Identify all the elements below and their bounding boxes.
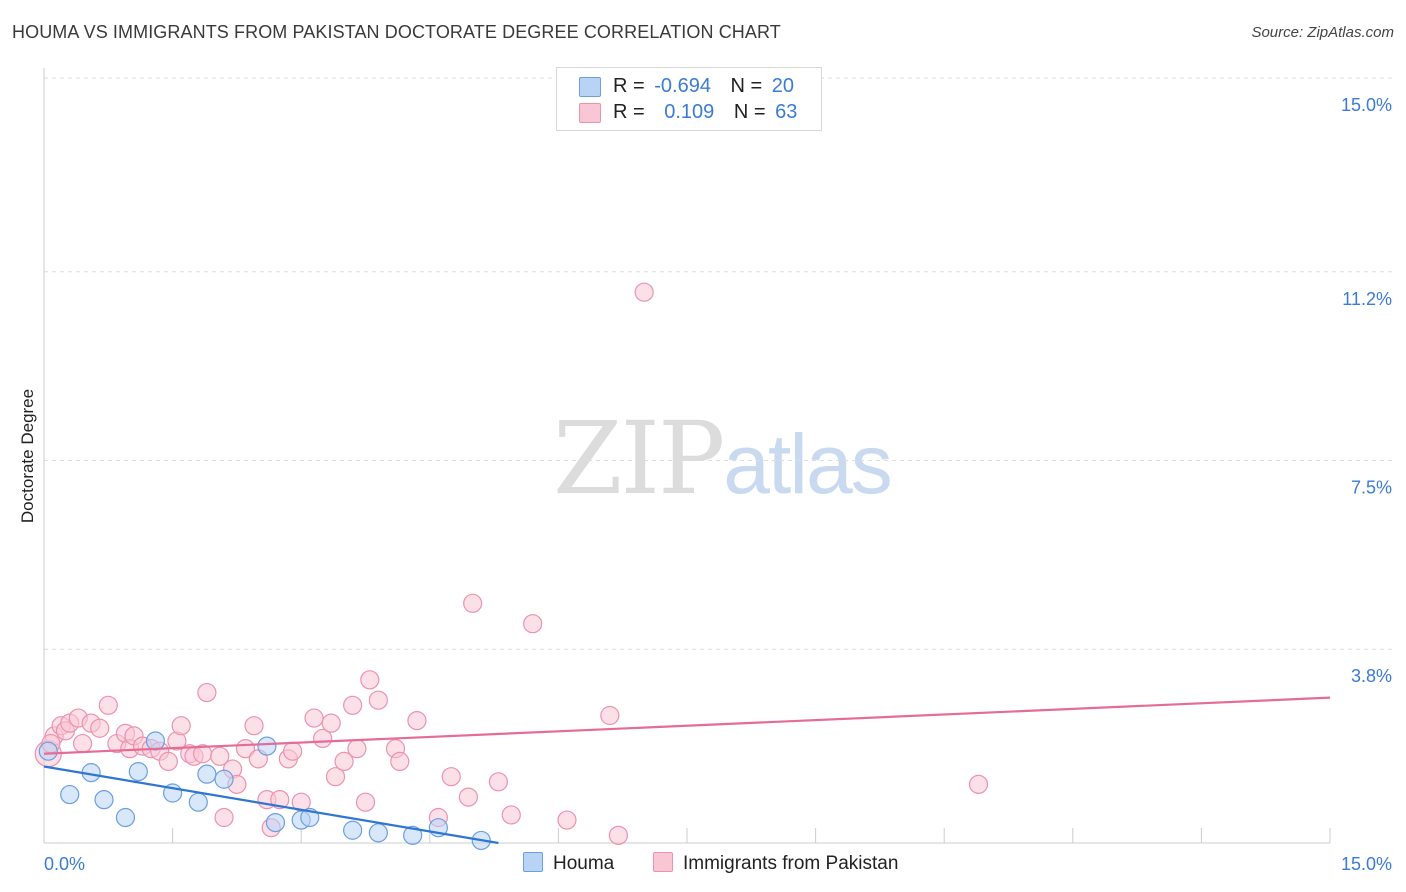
houma-point [188,792,208,812]
grid-layer [44,77,1392,650]
chart-title: HOUMA VS IMMIGRANTS FROM PAKISTAN DOCTOR… [12,22,781,42]
houma-point [403,825,423,845]
legend-item-pakistan: Immigrants from Pakistan [653,852,898,875]
legend-houma-swatch [523,852,543,872]
houma-point [214,769,234,789]
pakistan-point [90,718,110,738]
houma-r-label: R = [613,75,645,97]
pakistan-point [368,690,388,710]
houma-swatch [579,77,601,97]
houma-point [145,731,166,751]
pakistan-point [304,708,324,728]
pakistan-point [458,787,478,807]
y-tick-label: 3.8% [1351,666,1392,686]
x-tick-label-max: 15.0% [1341,854,1392,874]
pakistan-n-label: N = [733,101,766,123]
pakistan-r-label: R = [613,101,645,123]
pakistan-swatch [579,103,601,123]
houma-point [257,736,277,756]
legend-pakistan-text: R = 0.109 N = 63 [613,101,797,124]
pakistan-point [210,746,230,766]
houma-n-value: 20 [771,75,795,97]
pakistan-points [34,282,989,845]
pakistan-point [321,713,341,733]
houma-point [94,790,114,810]
pakistan-point [98,695,118,715]
pakistan-point [360,670,380,690]
pakistan-point [347,739,367,759]
pakistan-point [390,751,410,772]
pakistan-point [244,716,264,736]
source-credit: Source: ZipAtlas.com [1251,24,1394,41]
pakistan-point [557,810,577,830]
correlation-legend: R = -0.694 N = 20 R = 0.109 N = 63 [556,67,822,131]
legend-houma-label: Houma [553,853,615,874]
pakistan-r-value: 0.109 [664,101,715,123]
y-tick-label: 7.5% [1351,478,1392,498]
trend-layer [43,696,1331,845]
pakistan-point [72,733,93,754]
pakistan-point [270,790,290,810]
houma-point [60,784,80,805]
pakistan-n-value: 63 [775,101,798,123]
houma-point [38,741,58,761]
tick-label-layer: 3.8% 7.5% 11.2% 15.0% 0.0% 15.0% [44,95,1392,874]
pakistan-point [407,710,427,731]
pakistan-point [283,741,303,761]
y-tick-label: 11.2% [1342,289,1392,309]
watermark: ZIPatlas [553,400,893,517]
pakistan-point [634,282,654,302]
pakistan-point [158,751,178,772]
pakistan-point [214,807,234,828]
pakistan-point [355,792,376,812]
pakistan-point [968,774,989,794]
x-tick-label-min: 0.0% [44,854,85,874]
legend-pakistan-label: Immigrants from Pakistan [683,853,899,874]
watermark-atlas: atlas [723,417,892,511]
legend-item-houma: Houma [523,852,614,875]
houma-point [197,764,217,784]
houma-point [115,807,136,828]
watermark-zip: ZIP [553,400,725,517]
houma-point [368,823,388,843]
houma-n-label: N = [730,75,763,97]
pakistan-point [523,614,543,634]
legend-houma-text: R = -0.694 N = 20 [613,75,794,98]
houma-point [343,820,363,840]
pakistan-point [334,751,354,772]
pakistan-point [600,705,620,726]
pakistan-point [171,716,191,736]
houma-r-value: -0.694 [654,75,711,97]
legend-pakistan-swatch [653,852,673,872]
pakistan-point [343,695,363,715]
series-legend: Houma Immigrants from Pakistan [0,852,1406,878]
pakistan-point [488,772,508,792]
houma-point [128,761,148,782]
houma-point [265,812,286,833]
pakistan-point [325,767,346,787]
pakistan-trend-line [43,696,1331,755]
pakistan-point [608,825,629,845]
pakistan-point [463,593,483,613]
y-tick-label: 15.0% [1341,95,1392,115]
pakistan-point [501,805,521,825]
houma-trend-line [43,765,499,845]
pakistan-point [197,682,217,703]
pakistan-point [313,728,333,749]
pakistan-point [441,767,461,787]
